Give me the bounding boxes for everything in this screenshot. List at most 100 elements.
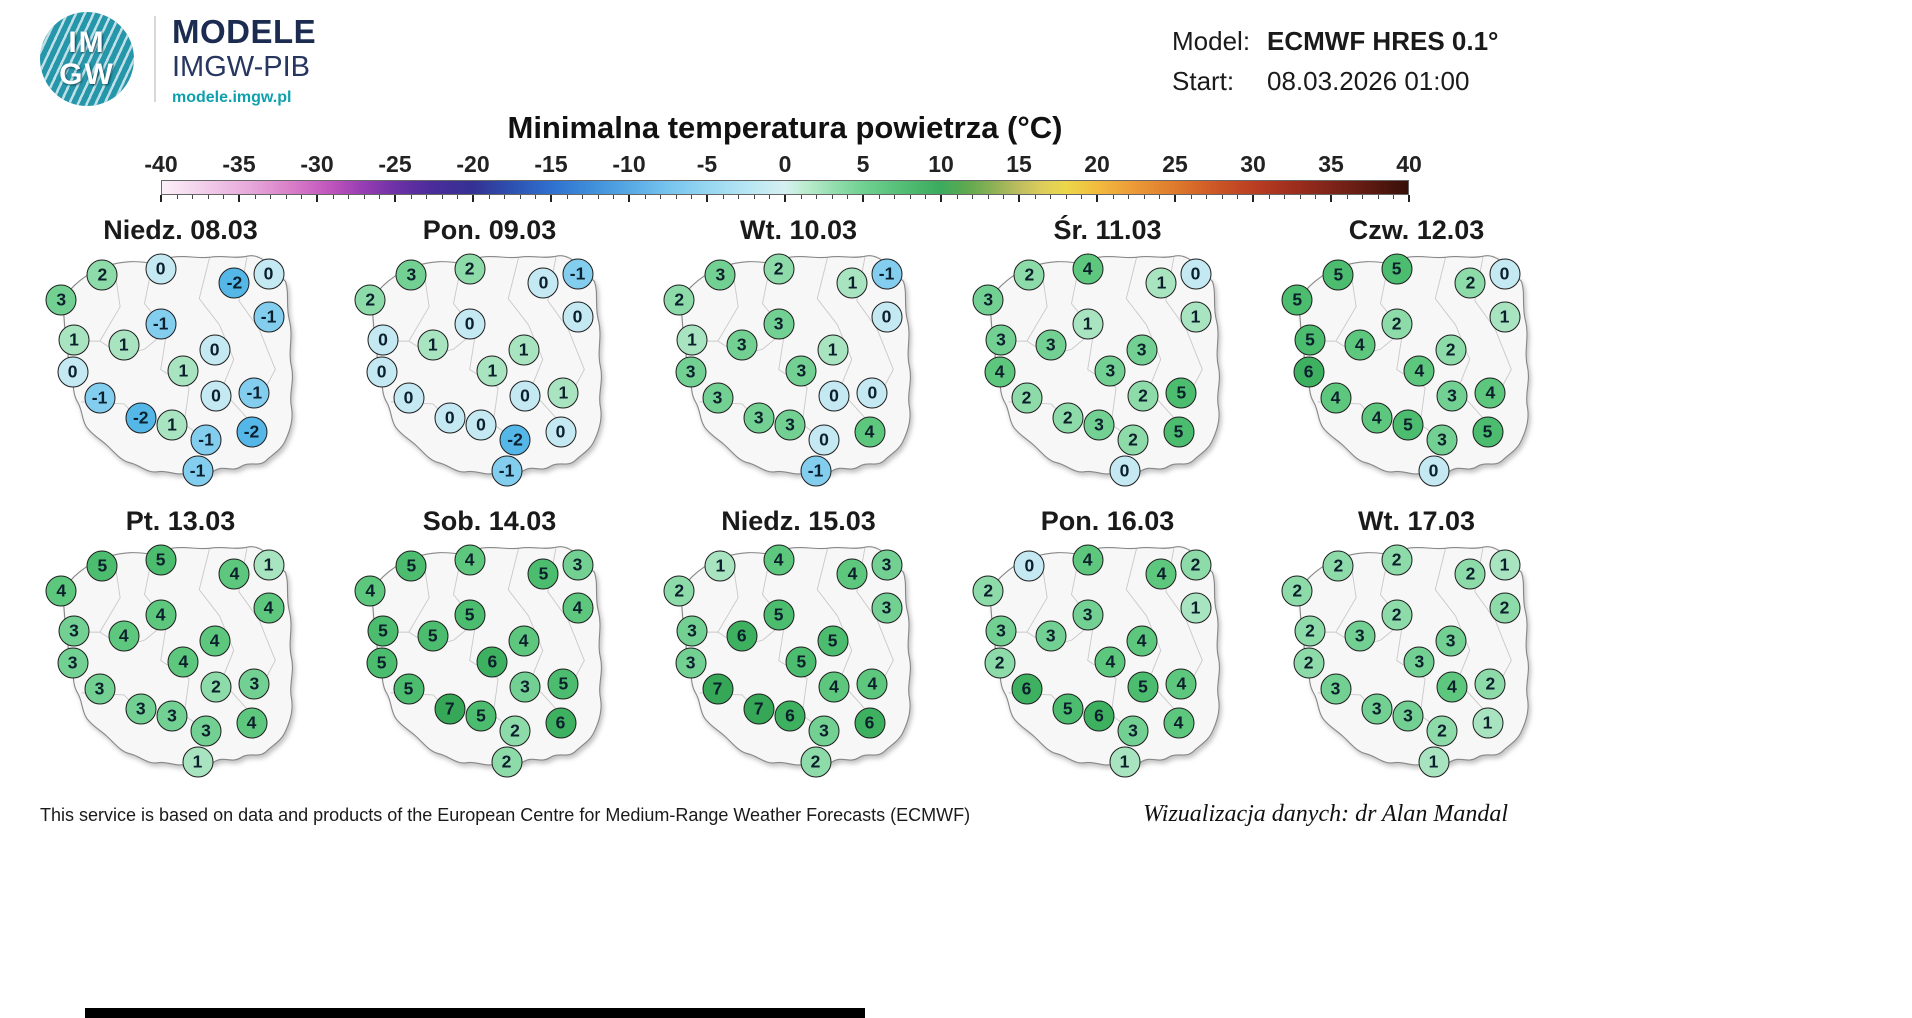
temperature-marker: 4 (1361, 402, 1393, 434)
colorbar-tick (504, 195, 506, 199)
colorbar-tick (1050, 195, 1052, 199)
colorbar-tick (1174, 195, 1176, 202)
colorbar-tick (1221, 195, 1223, 199)
temperature-marker: 5 (1281, 284, 1313, 316)
logo-text-bottom: GW (59, 58, 115, 91)
temperature-marker: 4 (218, 558, 250, 590)
temperature-marker: 3 (972, 284, 1004, 316)
colorbar-tick (940, 195, 942, 202)
temperature-marker: 1 (676, 324, 708, 356)
temperature-marker: 2 (491, 746, 523, 778)
temperature-marker: 0 (367, 324, 399, 356)
temperature-marker: 2 (1281, 575, 1313, 607)
temperature-marker: 2 (1454, 558, 1486, 590)
temperature-marker: 0 (509, 380, 541, 412)
colorbar-tick-label: 0 (778, 151, 792, 177)
colorbar-tick-label: -10 (612, 151, 646, 177)
temperature-marker: 1 (1109, 746, 1141, 778)
temperature-marker: 0 (253, 258, 285, 290)
temperature-marker: 1 (58, 324, 90, 356)
temperature-marker: 2 (972, 575, 1004, 607)
colorbar-tick (301, 195, 303, 199)
temperature-marker: 3 (1436, 380, 1468, 412)
temperature-marker: 0 (808, 424, 840, 456)
temperature-marker: 1 (182, 746, 214, 778)
attribution-text: This service is based on data and produc… (40, 805, 971, 825)
colorbar-tick (691, 195, 693, 199)
temperature-marker: 5 (1052, 693, 1084, 725)
map-day-label: Czw. 12.03 (1348, 215, 1485, 245)
colorbar-tick (426, 195, 428, 199)
temperature-marker: 1 (417, 329, 449, 361)
brand-title: MODELE (172, 13, 317, 50)
temperature-marker: 4 (199, 625, 231, 657)
temperature-marker: 3 (1035, 620, 1067, 652)
temperature-marker: 5 (465, 700, 497, 732)
temperature-marker: 4 (1344, 329, 1376, 361)
temperature-marker: 3 (675, 647, 707, 679)
footer: This service is based on data and produc… (40, 801, 1508, 828)
map-cell: Pon. 09.03 3 2 0 -1 2 0 (335, 213, 644, 496)
map-day-label: Pt. 13.03 (125, 506, 236, 536)
temperature-marker: 2 (1322, 550, 1354, 582)
bottom-bar (85, 1008, 865, 1018)
temperature-marker: 6 (1293, 356, 1325, 388)
temperature-marker: 2 (663, 284, 695, 316)
temperature-marker: 4 (1072, 544, 1104, 576)
colorbar-tick (675, 195, 677, 199)
temperature-marker: 0 (199, 334, 231, 366)
temperature-marker: 5 (763, 599, 795, 631)
colorbar-tick (1112, 195, 1114, 199)
colorbar: -40 -35 -30 -25 -20 -15 -10 -5 0 5 10 15 20 25 30 35 40 (144, 151, 1422, 204)
temperature-marker: 6 (726, 620, 758, 652)
colorbar-tick (441, 195, 443, 199)
temperature-marker: 3 (726, 329, 758, 361)
temperature-marker: 2 (1474, 668, 1506, 700)
temperature-marker: -1 (182, 455, 214, 487)
colorbar-tick (1081, 195, 1083, 199)
colorbar-tick (1299, 195, 1301, 199)
temperature-marker: 0 (57, 356, 89, 388)
temperature-marker: 5 (1165, 377, 1197, 409)
temperature-marker: 3 (774, 409, 806, 441)
temperature-marker: 1 (817, 334, 849, 366)
temperature-marker: 0 (527, 267, 559, 299)
temperature-marker: 5 (547, 668, 579, 700)
colorbar-tick (1315, 195, 1317, 199)
colorbar-labels: -40 -35 -30 -25 -20 -15 -10 -5 0 5 10 15 20 25 30 35 40 (144, 151, 1421, 180)
temperature-marker: 4 (836, 558, 868, 590)
colorbar-tick (831, 195, 833, 199)
temperature-marker: 4 (1320, 382, 1352, 414)
logo-text-top: IM (68, 26, 106, 59)
colorbar-tick-label: 5 (856, 151, 870, 177)
temperature-marker: 5 (367, 615, 399, 647)
temperature-marker: -1 (253, 301, 285, 333)
temperature-marker: 5 (1163, 416, 1194, 448)
colorbar-tick (816, 195, 818, 199)
colorbar-tick (1190, 195, 1192, 199)
temperature-marker: 3 (1035, 329, 1067, 361)
colorbar-tick (1377, 195, 1379, 199)
colorbar-tick-label: -30 (300, 151, 334, 177)
temperature-marker: 4 (1126, 625, 1158, 657)
temperature-marker: 2 (1052, 402, 1084, 434)
temperature-marker: 4 (854, 416, 885, 448)
colorbar-tick (1408, 195, 1410, 202)
temperature-marker: 5 (393, 673, 425, 705)
colorbar-tick (223, 195, 225, 199)
colorbar-tick (1237, 195, 1239, 199)
temperature-marker: -1 (84, 382, 116, 414)
colorbar-tick (394, 195, 396, 202)
header-divider (154, 16, 156, 102)
start-value: 08.03.2026 01:00 (1267, 66, 1470, 96)
temperature-marker: 0 (145, 253, 177, 285)
colorbar-tick (535, 195, 537, 199)
map-area: 3 2 0 -1 2 0 0 0 1 1 0 1 0 0 1 0 0 -2 0 -1 (348, 248, 632, 496)
temperature-marker: -1 (562, 258, 594, 290)
temperature-marker: 2 (800, 746, 832, 778)
temperature-marker: 3 (1117, 715, 1149, 747)
